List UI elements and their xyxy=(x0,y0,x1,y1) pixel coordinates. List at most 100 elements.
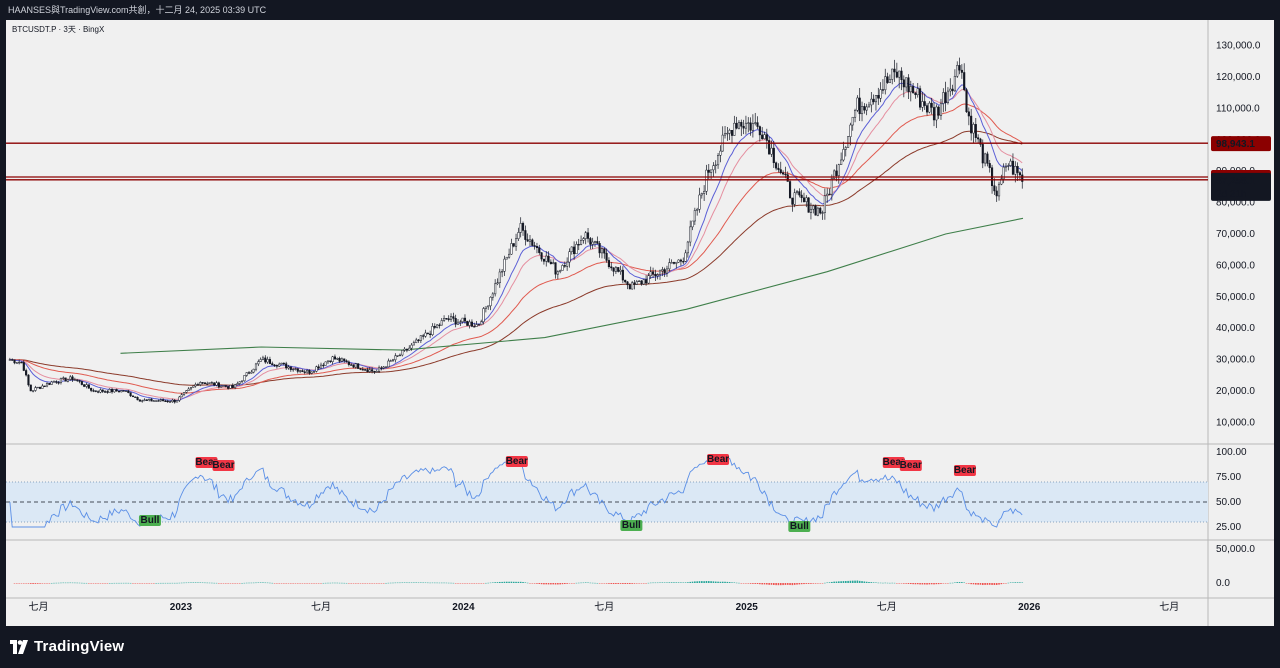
macd-histogram-bar xyxy=(863,581,866,583)
tradingview-logo[interactable]: TradingView xyxy=(10,638,124,655)
candle-body xyxy=(468,321,471,326)
candle-body xyxy=(860,106,864,115)
time-tick-label: 2024 xyxy=(452,602,475,613)
candle-body xyxy=(881,89,884,91)
candle-body xyxy=(812,205,815,210)
macd-histogram-bar xyxy=(610,583,613,584)
candle-body xyxy=(375,371,378,373)
macd-histogram-bar xyxy=(190,582,192,583)
candle-body xyxy=(763,134,766,140)
candle-body xyxy=(619,269,622,272)
candle-body xyxy=(203,382,206,384)
bear-signal-badge xyxy=(882,457,905,468)
ma-200-line xyxy=(120,217,1024,354)
candle-body xyxy=(747,122,750,124)
tradingview-logo-icon xyxy=(10,639,28,654)
macd-histogram-bar xyxy=(466,583,469,584)
price-tick-label: 120,000.0 xyxy=(1216,72,1261,83)
macd-histogram-bar xyxy=(724,581,726,583)
macd-histogram-bar xyxy=(731,582,733,583)
candle-body xyxy=(510,243,513,255)
macd-histogram-bar xyxy=(317,583,320,584)
candle-body xyxy=(872,98,875,103)
candle-body xyxy=(196,384,200,386)
macd-histogram-bar xyxy=(893,582,896,584)
candle-body xyxy=(512,243,515,247)
macd-histogram-bar xyxy=(951,582,954,584)
macd-histogram-bar xyxy=(1009,582,1012,583)
candle-body xyxy=(124,390,128,392)
candle-body xyxy=(617,267,620,272)
macd-histogram-bar xyxy=(510,581,513,583)
macd-histogram-bar xyxy=(74,582,76,584)
macd-histogram-bar xyxy=(596,582,599,584)
macd-histogram-bar xyxy=(851,580,854,583)
macd-histogram-bar xyxy=(88,583,90,584)
macd-histogram-bar xyxy=(603,583,606,584)
macd-histogram-bar xyxy=(141,583,144,584)
candle-body xyxy=(751,123,754,131)
candle-body xyxy=(742,126,745,129)
macd-histogram-bar xyxy=(896,583,898,584)
candle-body xyxy=(788,181,792,199)
macd-histogram-bar xyxy=(638,583,640,584)
candle-body xyxy=(194,384,197,387)
candle-body xyxy=(658,270,662,275)
candle-body xyxy=(816,207,819,216)
macd-histogram-bar xyxy=(132,583,134,584)
candle-body xyxy=(264,357,267,363)
chart-frame[interactable]: 130,000.0120,000.0110,000.0100,000.090,0… xyxy=(6,20,1274,626)
candle-body xyxy=(482,308,485,322)
macd-histogram-bar xyxy=(942,583,945,584)
candle-body xyxy=(452,316,455,319)
macd-histogram-bar xyxy=(749,583,752,584)
macd-histogram-bar xyxy=(564,583,566,585)
macd-histogram-bar xyxy=(810,583,812,584)
candle-body xyxy=(849,124,852,137)
candle-body xyxy=(710,169,713,173)
candle-body xyxy=(215,382,218,386)
candle-body xyxy=(907,77,910,93)
candle-body xyxy=(649,271,652,276)
candle-body xyxy=(728,130,731,134)
macd-histogram-bar xyxy=(85,582,88,584)
bear-signal-badge xyxy=(212,460,235,471)
candle-body xyxy=(189,387,193,390)
candle-body xyxy=(141,400,144,402)
macd-histogram-bar xyxy=(956,582,959,583)
chart-canvas[interactable]: 130,000.0120,000.0110,000.0100,000.090,0… xyxy=(6,20,1274,626)
macd-histogram-bar xyxy=(589,582,592,584)
macd-histogram-bar xyxy=(101,583,104,584)
macd-histogram-bar xyxy=(43,583,46,584)
candle-body xyxy=(1004,165,1008,168)
candle-body xyxy=(254,363,258,370)
footer-bar: TradingView xyxy=(0,626,1280,668)
candle-body xyxy=(201,382,204,384)
candle-body xyxy=(837,164,840,176)
bear-signal-label: Bear xyxy=(707,454,729,465)
candle-body xyxy=(236,383,239,385)
macd-histogram-bar xyxy=(833,581,835,583)
candle-body xyxy=(480,321,483,325)
bull-signal-label: Bull xyxy=(141,515,160,526)
macd-histogram-bar xyxy=(926,583,928,585)
macd-histogram-bar xyxy=(566,583,568,584)
candle-body xyxy=(635,281,638,285)
candle-body xyxy=(401,350,404,356)
macd-histogram-bar xyxy=(327,582,329,584)
candle-body xyxy=(626,281,629,286)
candle-body xyxy=(73,379,76,381)
macd-histogram-bar xyxy=(661,582,664,583)
candle-body xyxy=(867,104,871,108)
macd-histogram-bar xyxy=(970,583,972,585)
ema-slow-line xyxy=(9,103,1023,394)
candle-body xyxy=(888,79,891,83)
macd-histogram-bar xyxy=(13,583,16,584)
candle-body xyxy=(779,169,782,173)
candle-body xyxy=(735,122,738,129)
candle-body xyxy=(582,238,585,241)
macd-histogram-bar xyxy=(870,582,873,583)
candle-body xyxy=(621,269,624,281)
candle-body xyxy=(853,109,857,118)
macd-histogram-bar xyxy=(129,582,132,584)
